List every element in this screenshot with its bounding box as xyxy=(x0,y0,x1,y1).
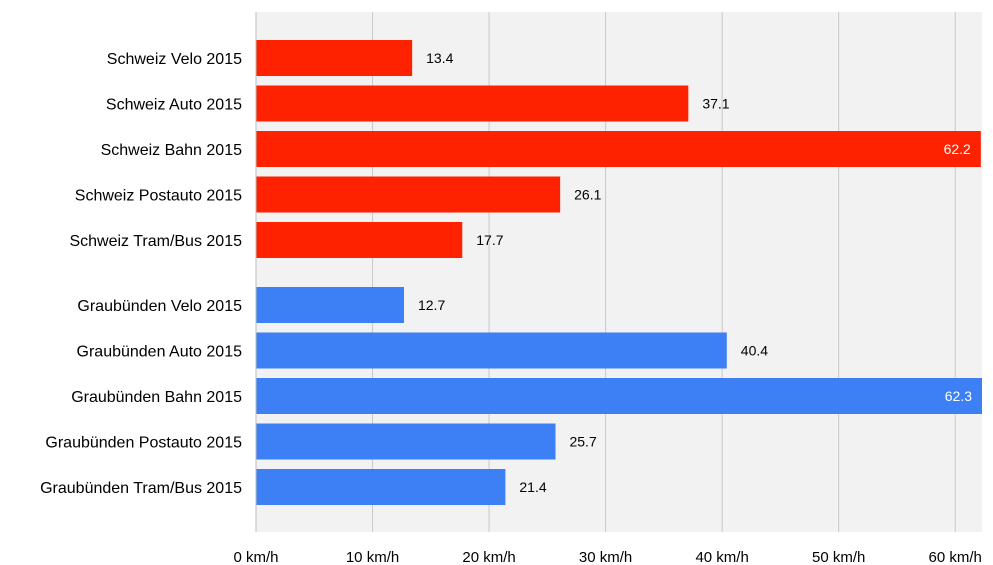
bar xyxy=(256,222,463,258)
data-label: 37.1 xyxy=(702,96,729,112)
data-label: 25.7 xyxy=(569,434,596,450)
data-label: 62.2 xyxy=(944,141,971,157)
data-label: 62.3 xyxy=(945,388,972,404)
category-labels: Schweiz Velo 2015 Schweiz Auto 2015 Schwei… xyxy=(40,51,242,497)
data-label: 13.4 xyxy=(426,50,453,66)
bar xyxy=(256,332,727,369)
x-tick-label: 0 km/h xyxy=(233,549,278,565)
x-tick-label: 50 km/h xyxy=(812,549,865,565)
category-label: Schweiz Postauto 2015 xyxy=(75,188,242,205)
category-label: Schweiz Velo 2015 xyxy=(107,51,242,68)
category-label: Graubünden Postauto 2015 xyxy=(45,435,242,452)
data-label: 12.7 xyxy=(418,297,445,313)
category-label: Graubünden Auto 2015 xyxy=(77,344,243,361)
value-labels: 13.4 37.1 62.2 26.1 17.7 12.7 40.4 62.3 25.7 21.4 xyxy=(418,50,972,495)
x-axis-tick-labels: 0 km/h 10 km/h 20 km/h 30 km/h 40 km/h 50 km/… xyxy=(233,549,981,565)
data-label: 40.4 xyxy=(741,343,768,359)
category-label: Graubünden Velo 2015 xyxy=(77,298,242,315)
category-label: Schweiz Auto 2015 xyxy=(106,97,242,114)
x-tick-label: 40 km/h xyxy=(695,549,748,565)
category-label: Graubünden Tram/Bus 2015 xyxy=(40,480,242,497)
bars xyxy=(256,40,982,505)
bar xyxy=(256,287,404,323)
bar xyxy=(256,131,981,167)
data-label: 21.4 xyxy=(519,479,546,495)
bar xyxy=(256,40,413,76)
bar xyxy=(256,85,689,122)
x-tick-label: 10 km/h xyxy=(346,549,399,565)
category-label: Graubünden Bahn 2015 xyxy=(71,389,242,406)
bar xyxy=(256,423,556,460)
category-label: Schweiz Tram/Bus 2015 xyxy=(69,233,242,250)
bar xyxy=(256,176,561,213)
bar xyxy=(256,378,982,414)
x-tick-label: 20 km/h xyxy=(462,549,515,565)
category-label: Schweiz Bahn 2015 xyxy=(101,142,243,159)
data-label: 17.7 xyxy=(476,232,503,248)
bar xyxy=(256,469,506,505)
data-label: 26.1 xyxy=(574,187,601,203)
x-tick-label: 60 km/h xyxy=(929,549,982,565)
x-tick-label: 30 km/h xyxy=(579,549,632,565)
